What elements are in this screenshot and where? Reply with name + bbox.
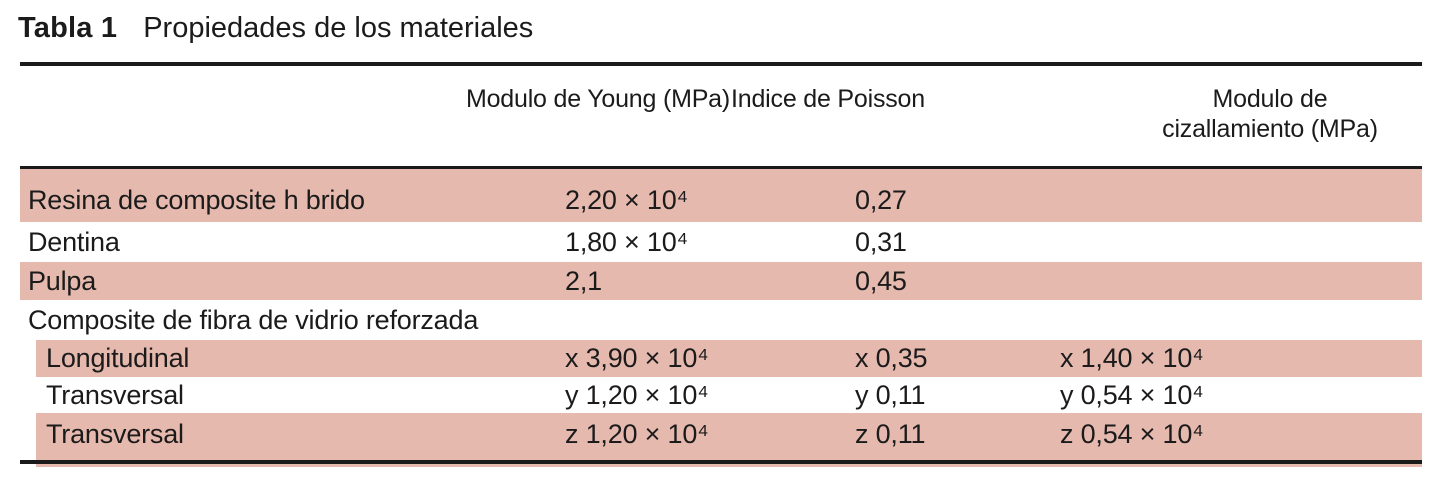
shear-cell: z 0,54 × 10⁴ bbox=[1060, 418, 1204, 449]
young-cell: y 1,20 × 10⁴ bbox=[565, 379, 709, 410]
young-cell: 1,80 × 10⁴ bbox=[565, 226, 688, 257]
material-cell: Pulpa bbox=[28, 265, 97, 296]
poisson-cell: z 0,11 bbox=[855, 418, 926, 449]
material-cell: Longitudinal bbox=[46, 343, 190, 373]
young-cell: x 3,90 × 10⁴ bbox=[565, 343, 709, 373]
caption-label: Tabla 1 bbox=[18, 12, 118, 44]
shear-cell: y 0,54 × 10⁴ bbox=[1060, 379, 1204, 410]
poisson-cell: 0,31 bbox=[855, 226, 907, 257]
table-row-pulpa: Pulpa 2,1 0,45 bbox=[20, 262, 1422, 300]
table-row-transversal-z: Transversal z 1,20 × 10⁴ z 0,11 z 0,54 ×… bbox=[20, 413, 1422, 467]
poisson-cell: 0,27 bbox=[855, 185, 907, 215]
table-row-dentina: Dentina 1,80 × 10⁴ 0,31 bbox=[20, 222, 1422, 262]
row-shade bbox=[36, 413, 1422, 467]
material-cell: Dentina bbox=[28, 226, 120, 257]
young-cell: 2,1 bbox=[565, 265, 602, 296]
header-rule bbox=[20, 166, 1422, 169]
shear-cell: x 1,40 × 10⁴ bbox=[1060, 343, 1204, 373]
column-header-young: Modulo de Young (MPa) bbox=[465, 85, 731, 113]
young-cell: z 1,20 × 10⁴ bbox=[565, 418, 709, 449]
table-row-longitudinal: Longitudinal x 3,90 × 10⁴ x 0,35 x 1,40 … bbox=[20, 340, 1422, 377]
poisson-cell: y 0,11 bbox=[855, 379, 926, 410]
row-shade bbox=[20, 262, 1422, 300]
row-shade bbox=[36, 340, 1422, 377]
material-cell: Transversal bbox=[46, 379, 184, 410]
bottom-rule bbox=[20, 460, 1422, 464]
poisson-cell: x 0,35 bbox=[855, 343, 928, 373]
young-cell: 2,20 × 10⁴ bbox=[565, 185, 688, 215]
column-header-poisson: Indice de Poisson bbox=[731, 85, 925, 113]
top-rule bbox=[20, 62, 1422, 66]
poisson-cell: 0,45 bbox=[855, 265, 907, 296]
material-cell: Transversal bbox=[46, 418, 184, 449]
table-body: Resina de composite h brido 2,20 × 10⁴ 0… bbox=[20, 169, 1422, 467]
table-row-resina: Resina de composite h brido 2,20 × 10⁴ 0… bbox=[20, 169, 1422, 222]
table-caption: Tabla 1 Propiedades de los materiales bbox=[18, 10, 533, 46]
material-cell: Resina de composite h brido bbox=[28, 185, 365, 215]
column-header-shear: Modulo de cizallamiento (MPa) bbox=[1162, 85, 1378, 143]
caption-title: Propiedades de los materiales bbox=[143, 12, 534, 44]
table-row-transversal-y: Transversal y 1,20 × 10⁴ y 0,11 y 0,54 ×… bbox=[20, 377, 1422, 413]
row-shade bbox=[20, 169, 1422, 222]
material-cell: Composite de fibra de vidrio reforzada bbox=[28, 304, 479, 335]
table-row-composite-group: Composite de fibra de vidrio reforzada bbox=[20, 300, 1422, 340]
